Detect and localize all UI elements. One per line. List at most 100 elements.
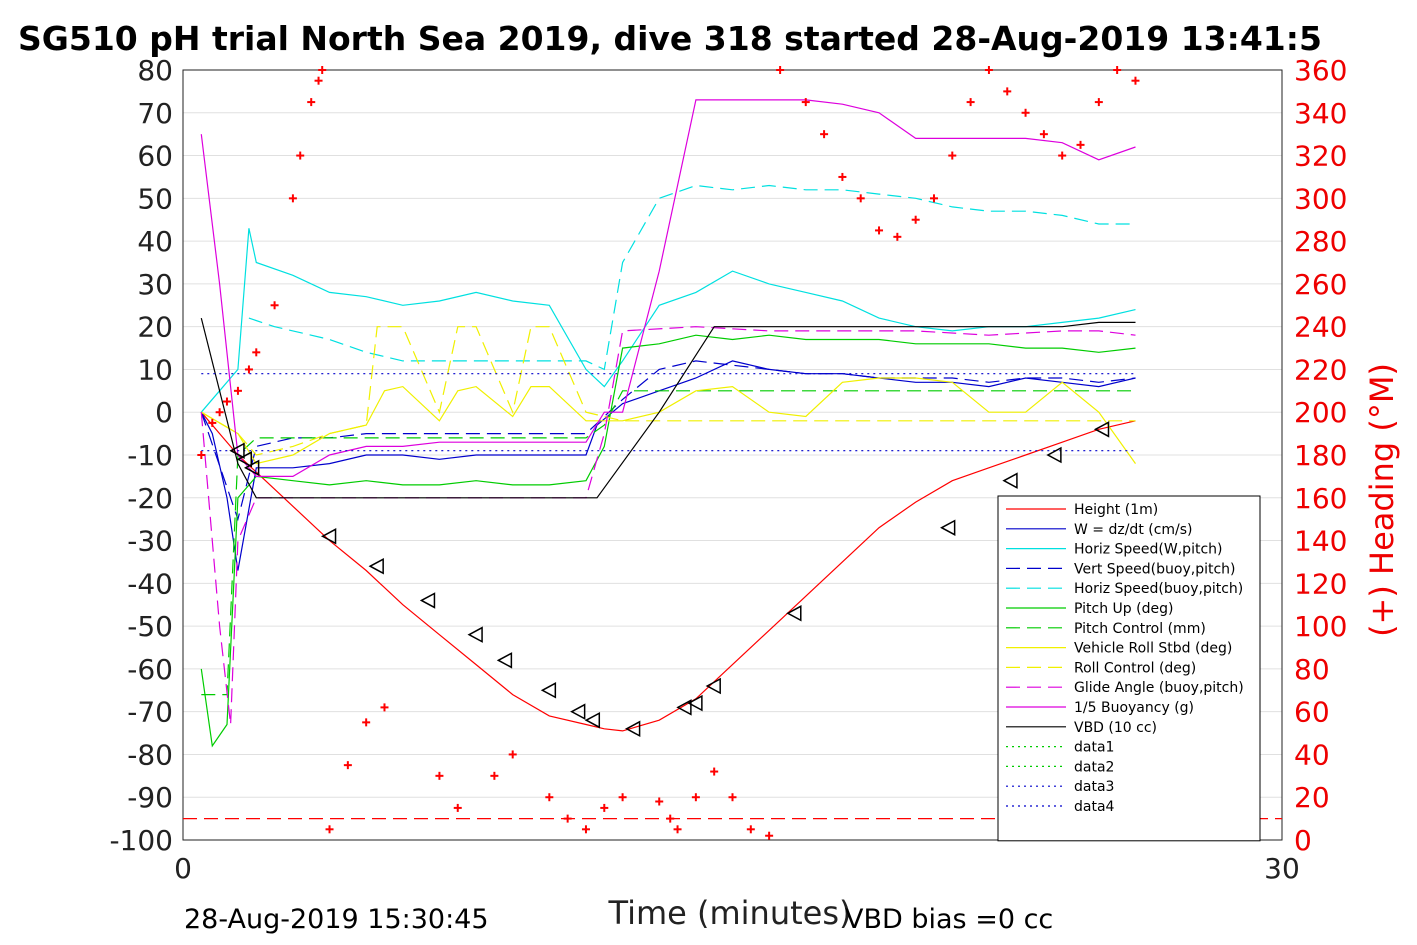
heading-point bbox=[362, 718, 371, 727]
heading-point bbox=[270, 301, 279, 310]
footer-timestamp: 28-Aug-2019 15:30:45 bbox=[184, 904, 489, 935]
heading-point bbox=[545, 793, 554, 802]
depth-markers bbox=[229, 421, 1110, 738]
heading-point bbox=[893, 232, 902, 241]
heading-point bbox=[929, 194, 938, 203]
heading-point bbox=[984, 66, 993, 74]
depth-marker bbox=[320, 528, 337, 545]
legend: Height (1m) W = dz/dt (cm/s) Horiz Speed(W… bbox=[997, 495, 1261, 842]
y-axis-left-ticks: 80 70 60 50 40 30 20 10 0 -10 -20 -30 -40 -50 -60 -70 -8… bbox=[109, 54, 173, 857]
y-right-tick-label: 340 bbox=[1294, 97, 1347, 130]
heading-point bbox=[343, 761, 352, 770]
heading-point bbox=[776, 66, 785, 74]
legend-label: VBD (10 cc) bbox=[1074, 720, 1157, 736]
heading-point bbox=[655, 797, 664, 806]
heading-point bbox=[911, 215, 920, 224]
heading-point bbox=[728, 793, 737, 802]
y-right-tick-label: 200 bbox=[1294, 396, 1347, 429]
depth-marker bbox=[940, 519, 956, 536]
depth-marker bbox=[1046, 446, 1062, 464]
heading-point bbox=[875, 226, 884, 235]
series-line bbox=[200, 99, 1136, 477]
series-line bbox=[200, 326, 1136, 725]
legend-label: data1 bbox=[1074, 740, 1114, 756]
depth-marker bbox=[496, 652, 513, 669]
heading-point bbox=[691, 793, 700, 802]
y-tick-label: 70 bbox=[137, 97, 173, 130]
heading-point bbox=[600, 803, 609, 812]
heading-point bbox=[307, 98, 316, 107]
y-axis-right-label: (+) Heading (°M) bbox=[1363, 363, 1401, 637]
y-right-tick-label: 80 bbox=[1294, 653, 1330, 686]
heading-point bbox=[233, 386, 242, 395]
y-right-tick-label: 320 bbox=[1294, 140, 1347, 173]
x-axis-ticks: 0 30 bbox=[174, 852, 1300, 885]
heading-point bbox=[208, 418, 217, 427]
heading-point bbox=[673, 825, 682, 834]
heading-point bbox=[563, 814, 572, 823]
heading-point bbox=[435, 771, 444, 780]
legend-label: Pitch Up (deg) bbox=[1074, 601, 1173, 617]
legend-item: Glide Angle (buoy,pitch) bbox=[1006, 680, 1244, 696]
footer-vbd-bias: VBD bias =0 cc bbox=[845, 904, 1053, 935]
heading-point bbox=[765, 831, 774, 840]
y-tick-label: -100 bbox=[109, 824, 173, 857]
heading-point bbox=[508, 750, 517, 759]
chart-title: SG510 pH trial North Sea 2019, dive 318 … bbox=[18, 19, 1322, 58]
legend-label: 1/5 Buoyancy (g) bbox=[1074, 700, 1194, 716]
legend-item: Height (1m) bbox=[1006, 502, 1158, 518]
heading-point bbox=[490, 771, 499, 780]
y-tick-label: 50 bbox=[137, 182, 173, 215]
legend-label: Pitch Control (mm) bbox=[1074, 621, 1206, 637]
heading-point bbox=[296, 151, 305, 160]
series-line bbox=[200, 228, 1136, 413]
legend-label: Vert Speed(buoy,pitch) bbox=[1074, 561, 1236, 577]
y-right-tick-label: 180 bbox=[1294, 439, 1347, 472]
heading-point bbox=[252, 348, 261, 357]
y-tick-label: -90 bbox=[127, 781, 173, 814]
legend-item: Horiz Speed(buoy,pitch) bbox=[1006, 581, 1243, 597]
heading-point bbox=[710, 767, 719, 776]
y-right-tick-label: 0 bbox=[1294, 824, 1312, 857]
heading-point bbox=[453, 803, 462, 812]
y-tick-label: 60 bbox=[137, 140, 173, 173]
y-tick-label: -20 bbox=[127, 482, 173, 515]
depth-marker bbox=[584, 711, 601, 729]
legend-item: Roll Control (deg) bbox=[1006, 660, 1196, 676]
heading-point bbox=[1076, 140, 1085, 149]
y-right-tick-label: 280 bbox=[1294, 225, 1347, 258]
legend-label: Height (1m) bbox=[1074, 502, 1158, 518]
plot-frame bbox=[182, 69, 1283, 841]
y-tick-label: -40 bbox=[127, 567, 173, 600]
heading-point bbox=[856, 194, 865, 203]
legend-item: 1/5 Buoyancy (g) bbox=[1006, 700, 1194, 716]
heading-point bbox=[948, 151, 957, 160]
heading-point bbox=[288, 194, 297, 203]
heading-point bbox=[1003, 87, 1012, 96]
depth-marker bbox=[244, 459, 260, 477]
depth-marker bbox=[687, 694, 703, 712]
legend-item: data1 bbox=[1006, 740, 1114, 756]
heading-point bbox=[318, 66, 327, 74]
depth-marker bbox=[1093, 421, 1110, 438]
depth-marker bbox=[236, 451, 253, 468]
legend-label: W = dz/dt (cm/s) bbox=[1074, 522, 1193, 538]
legend-item: W = dz/dt (cm/s) bbox=[1006, 522, 1193, 538]
y-right-tick-label: 300 bbox=[1294, 182, 1347, 215]
series-line bbox=[200, 360, 1136, 522]
y-tick-label: 40 bbox=[137, 225, 173, 258]
heading-point bbox=[746, 825, 755, 834]
depth-marker bbox=[419, 592, 436, 609]
series-group bbox=[200, 99, 1136, 748]
legend-label: Horiz Speed(W,pitch) bbox=[1074, 542, 1222, 558]
y-right-tick-label: 260 bbox=[1294, 268, 1347, 301]
legend-label: data3 bbox=[1074, 779, 1114, 795]
heading-point bbox=[244, 365, 253, 374]
y-right-tick-label: 140 bbox=[1294, 525, 1347, 558]
y-tick-label: -80 bbox=[127, 738, 173, 771]
depth-marker bbox=[570, 703, 586, 720]
heading-point bbox=[222, 397, 231, 406]
legend-item: data4 bbox=[1006, 799, 1115, 815]
depth-marker bbox=[540, 682, 557, 699]
depth-marker bbox=[229, 442, 245, 459]
